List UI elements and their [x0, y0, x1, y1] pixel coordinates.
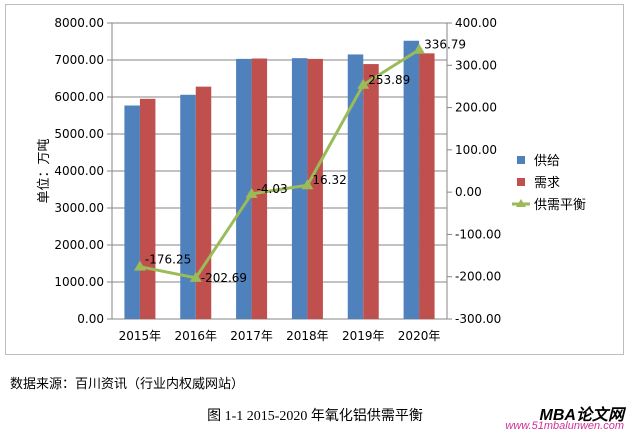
bar-供给: [236, 58, 252, 319]
legend-label: 供给: [534, 154, 560, 169]
x-tick-label: 2017年: [230, 329, 273, 343]
legend-marker: [516, 199, 526, 207]
watermark-url: www.51mbalunwen.com: [505, 420, 624, 432]
bar-需求: [419, 53, 435, 320]
y-tick-label: 8000.00: [54, 16, 104, 30]
y-tick-label: 5000.00: [54, 127, 104, 141]
x-tick-label: 2018年: [286, 329, 329, 343]
bar-供给: [291, 58, 308, 320]
x-tick-label: 2019年: [342, 329, 385, 343]
data-label: 336.79: [424, 38, 466, 52]
source-note: 数据来源：百川资讯（行业内权威网站）: [10, 377, 245, 392]
bar-需求: [251, 58, 268, 320]
y-tick-label: 1000.00: [54, 275, 104, 289]
y2-tick-label: 100.00: [455, 143, 497, 157]
legend-swatch: [517, 178, 525, 186]
data-label: -202.69: [201, 271, 247, 285]
line-供需平衡: [139, 48, 420, 280]
line-marker: [413, 43, 426, 54]
y2-tick-label: -200.00: [455, 270, 501, 284]
y-tick-label: 6000.00: [54, 90, 104, 104]
x-tick-label: 2016年: [174, 329, 217, 343]
bar-需求: [139, 98, 156, 319]
y-tick-label: 7000.00: [54, 53, 104, 67]
y-tick-label: 4000.00: [54, 164, 104, 178]
line-marker: [189, 271, 202, 282]
y2-tick-label: -100.00: [455, 227, 501, 241]
y-tick-label: 2000.00: [54, 238, 104, 252]
line-marker: [133, 260, 146, 271]
y2-tick-label: 400.00: [455, 16, 497, 30]
chart-frame: [5, 4, 624, 355]
y2-tick-label: 200.00: [455, 101, 497, 115]
watermark-logo: MBA论文网: [539, 407, 624, 424]
y-axis-label: 单位：万吨: [37, 138, 52, 203]
data-label: -176.25: [145, 253, 191, 267]
bar-需求: [363, 64, 379, 319]
bar-需求: [307, 58, 323, 319]
bar-供给: [180, 94, 196, 319]
line-marker: [357, 78, 370, 89]
data-label: -4.03: [257, 182, 288, 196]
legend-label: 需求: [534, 176, 560, 191]
y2-tick-label: -300.00: [455, 312, 501, 326]
y2-tick-label: 0.00: [455, 185, 482, 199]
data-label: 16.32: [312, 173, 346, 187]
bar-供给: [403, 40, 420, 319]
line-marker: [245, 187, 258, 198]
chart: 0.00 1000.00 2000.00 3000.00 4000.00 5000.00 6…: [37, 16, 586, 343]
line-marker: [301, 179, 314, 190]
legend-label: 供需平衡: [534, 198, 586, 213]
y-tick-label: 0.00: [77, 312, 104, 326]
y2-tick-label: 300.00: [455, 58, 497, 72]
figure-caption: 图 1-1 2015-2020 年氧化铝供需平衡: [207, 409, 423, 424]
y-tick-label: 3000.00: [54, 201, 104, 215]
x-tick-label: 2020年: [398, 329, 441, 343]
bar-供给: [124, 105, 140, 319]
data-label: 253.89: [368, 73, 410, 87]
legend-swatch: [517, 156, 525, 164]
bar-供给: [347, 54, 364, 319]
x-tick-label: 2015年: [119, 329, 162, 343]
